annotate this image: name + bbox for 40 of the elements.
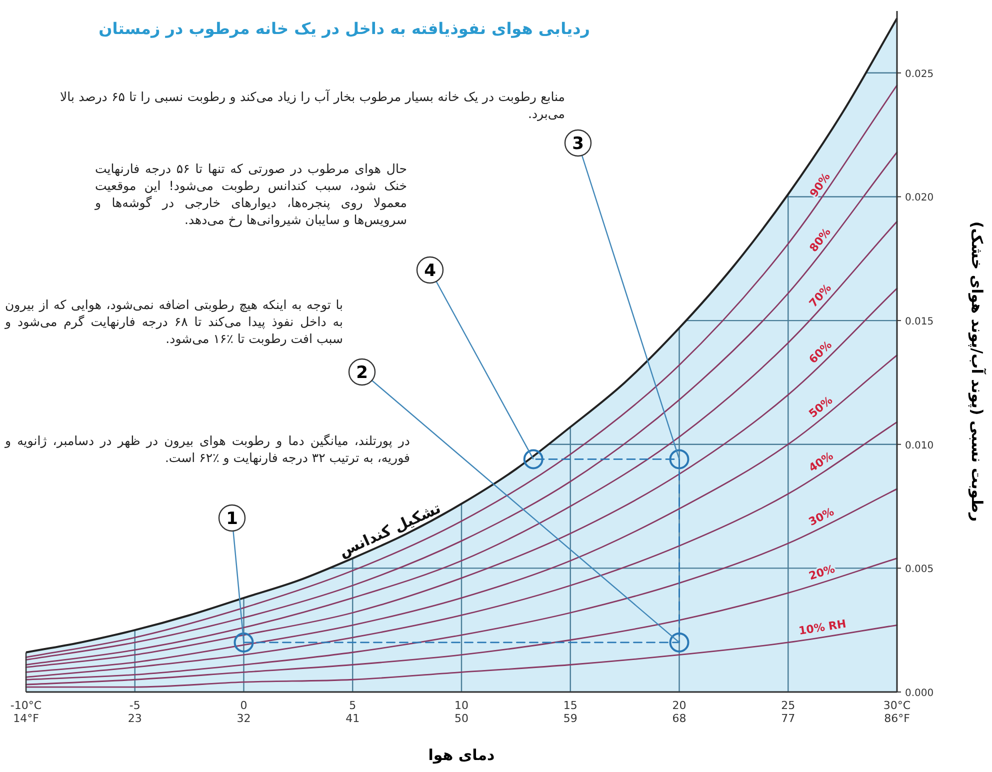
y-axis-title: رطوبت نسبی (پوند آب/پوند هوای خشک) — [968, 221, 987, 522]
annotation: در پورتلند، میانگین دما و رطوبت هوای بیرون در ظهر در دسامبر، ژانویه و فوریه، به ترتیب ۳۲ درجه فارنهایت و ٪۶۲ است. — [5, 432, 410, 466]
annotation: با توجه به اینکه هیچ رطوبتی اضافه نمی‌شود، هوایی که از بیرون به داخل نفوذ پیدا می‌کند تا ۶۸ درجه فارنهایت گرم می‌شود و سبب افت رطوبت تا ٪۱۶ می‌شود. — [5, 296, 343, 347]
annotation: منابع رطوبت در یک خانه بسیار مرطوب بخار آب را زیاد می‌کند و رطوبت نسبی را تا ۶۵ درصد بالا می‌برد. — [60, 88, 565, 122]
text: ردیابی هوای نفوذیافته به داخل در یک خانه مرطوب در زمستان — [98, 19, 590, 38]
x-tick-label: 10 — [454, 699, 468, 712]
x-tick-label: 0 — [240, 699, 248, 712]
x2-tick-label: 14°F — [13, 712, 39, 725]
text: 20% — [807, 562, 836, 583]
x2-tick-label: 86°F — [884, 712, 910, 725]
x-tick-label: 20 — [672, 699, 686, 712]
annotation: 3 — [572, 134, 584, 154]
text: 10% RH — [798, 617, 848, 638]
y-tick-label: 0.000 — [905, 688, 934, 699]
x2-tick-label: 23 — [128, 712, 142, 725]
text: 40% — [806, 449, 836, 475]
y-tick-label: 0.020 — [905, 192, 934, 204]
x-axis-title: دمای هوا — [428, 746, 496, 764]
text: 30% — [806, 505, 836, 529]
x2-tick-label: 50 — [454, 712, 468, 725]
y-tick-label: 0.010 — [905, 440, 934, 452]
x-tick-label: 15 — [563, 699, 578, 712]
x-tick-label: -5 — [129, 699, 140, 712]
text: تشکیل کندانس — [336, 498, 444, 561]
annotation: حال هوای مرطوب در صورتی که تنها تا ۵۶ درجه فارنهایت خنک شود، سبب کندانس رطوبت می‌شود! این موقعیت معمولا روی پنجره‌ها، دیوارهای خارجی در گوشه‌ها و سرویس‌ها و سایبان شیروانی‌ها رخ می‌دهد. — [95, 160, 407, 228]
y-tick-label: 0.015 — [905, 316, 934, 328]
annotation: 4 — [424, 261, 436, 281]
x2-tick-label: 32 — [236, 712, 251, 725]
y-tick-label: 0.005 — [905, 564, 934, 576]
x2-tick-label: 41 — [346, 712, 360, 725]
x2-tick-label: 77 — [781, 712, 796, 725]
annotation: 2 — [356, 363, 368, 383]
x-tick-label: 30°C — [883, 699, 911, 712]
x-tick-label: 5 — [349, 699, 356, 712]
x-tick-label: -10°C — [10, 699, 42, 712]
x2-tick-label: 59 — [563, 712, 578, 725]
x-tick-label: 25 — [781, 699, 796, 712]
x2-tick-label: 68 — [672, 712, 686, 725]
annotation: 1 — [226, 509, 238, 529]
y-tick-label: 0.025 — [905, 68, 934, 80]
